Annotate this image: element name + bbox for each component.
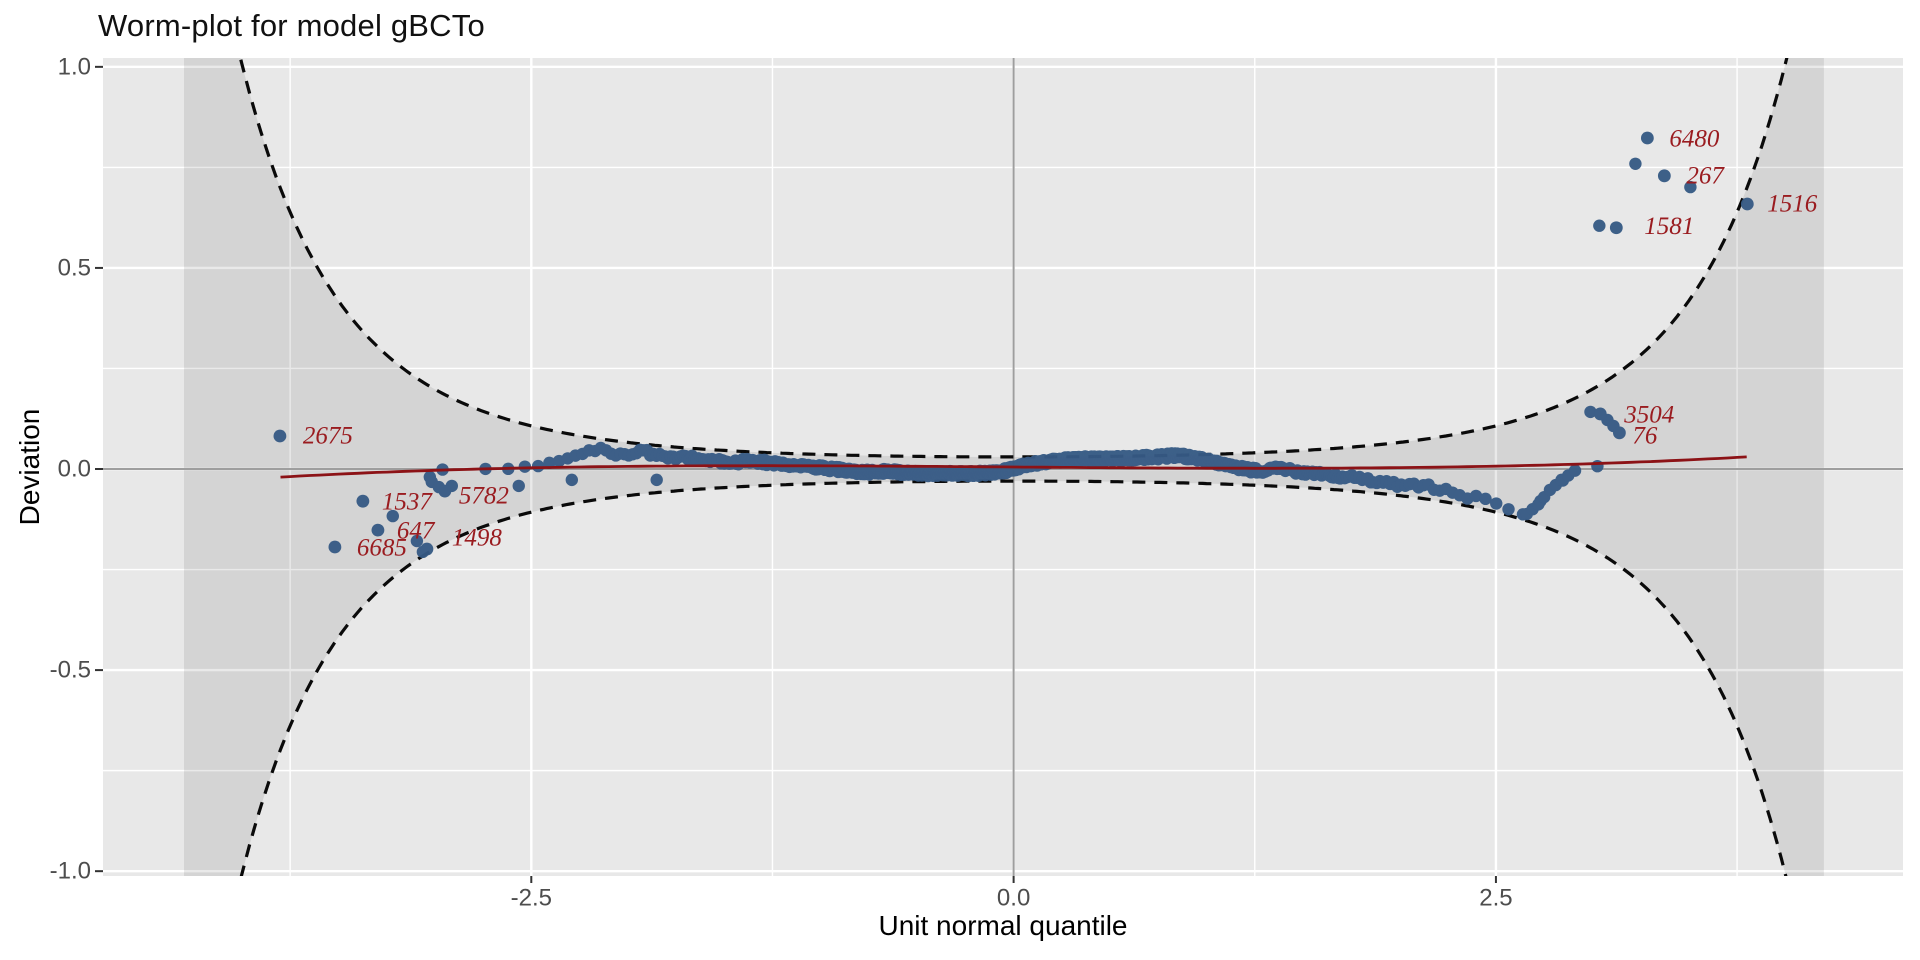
outlier-point [356, 494, 370, 508]
data-point [1591, 459, 1604, 473]
outlier-label: 1581 [1644, 213, 1694, 240]
outlier-label: 3504 [1623, 401, 1674, 428]
outlier-point [1740, 197, 1754, 211]
data-point [1502, 503, 1515, 516]
outlier-point [1593, 407, 1607, 421]
data-point [1469, 489, 1483, 503]
outlier-point [1640, 131, 1654, 145]
data-point [1629, 157, 1642, 170]
y-tick-label: 0.5 [58, 254, 91, 281]
data-point [531, 459, 545, 473]
data-point [386, 509, 399, 523]
data-point [1584, 405, 1597, 419]
outlier-point [273, 429, 287, 443]
data-point [512, 479, 525, 493]
data-point [565, 473, 579, 487]
outlier-label: 1516 [1767, 190, 1818, 217]
x-tick-label: 0.0 [997, 885, 1030, 912]
data-point [543, 456, 556, 470]
outlier-label: 2675 [303, 423, 353, 450]
outlier-label: 5782 [459, 483, 509, 510]
outlier-label: 6685 [357, 535, 407, 562]
data-point [650, 473, 663, 487]
data-point [1490, 497, 1503, 510]
outlier-point [328, 540, 342, 554]
outlier-label: 6480 [1669, 126, 1720, 153]
data-point [1479, 492, 1492, 506]
upper-dashed-curve [238, 58, 1789, 459]
chart-title: Worm-plot for model gBCTo [98, 8, 485, 43]
outlier-point [1612, 426, 1626, 440]
outlier-label: 647 [397, 518, 436, 545]
fitted-line [280, 455, 1747, 479]
outlier-point [371, 523, 385, 537]
y-tick-label: 1.0 [58, 53, 91, 80]
outlier-point [438, 484, 452, 498]
x-tick-label: -2.5 [511, 885, 552, 912]
data-point [410, 534, 424, 548]
outlier-label: 1537 [382, 489, 434, 516]
outlier-label: 1498 [452, 525, 503, 552]
data-point [1593, 219, 1606, 232]
data-point [1684, 180, 1697, 194]
outlier-label: 267 [1686, 162, 1725, 189]
y-tick-label: -1.0 [50, 858, 91, 885]
x-tick-label: 2.5 [1479, 885, 1512, 912]
outlier-point [1609, 221, 1623, 235]
y-tick-label: -0.5 [50, 657, 91, 684]
y-tick-label: 0.0 [58, 456, 91, 483]
outlier-point [1657, 169, 1671, 183]
x-axis-title: Unit normal quantile [878, 910, 1128, 941]
outlier-label: 76 [1632, 422, 1658, 449]
outlier-point [420, 542, 434, 556]
data-point [1568, 464, 1582, 477]
